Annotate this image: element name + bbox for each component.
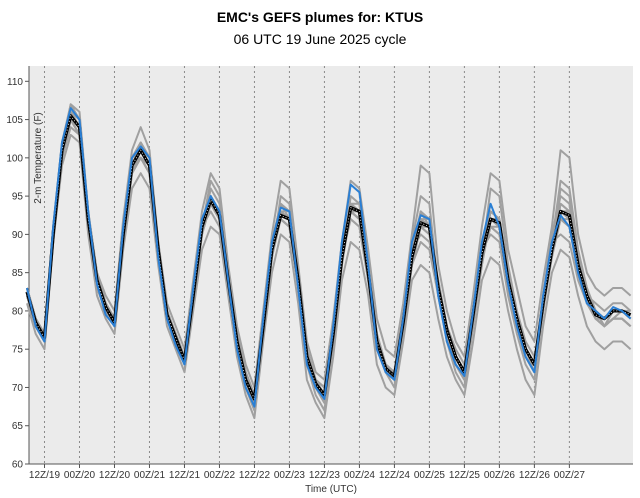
y-tick-label: 60 [12, 460, 24, 471]
x-tick-label: 00Z/27 [554, 470, 586, 481]
vertical-grid [43, 66, 570, 464]
x-tick-label: 12Z/20 [99, 470, 131, 481]
x-tick-label: 00Z/24 [344, 470, 376, 481]
x-tick-label: 12Z/24 [379, 470, 411, 481]
y-tick-label: 100 [6, 153, 23, 164]
y-tick-label: 85 [12, 268, 24, 279]
x-axis-label: Time (UTC) [305, 484, 357, 495]
y-tick-label: 110 [7, 77, 23, 88]
y-tick-label: 90 [12, 230, 24, 241]
x-tick-label: 12Z/19 [29, 470, 61, 481]
plot-background [29, 66, 633, 464]
x-tick-label: 12Z/22 [239, 470, 271, 481]
chart-subtitle: 06 UTC 19 June 2025 cycle [233, 31, 407, 47]
x-tick-label: 12Z/26 [519, 470, 551, 481]
x-tick-label: 00Z/21 [134, 470, 166, 481]
x-tick-label: 00Z/22 [204, 470, 236, 481]
x-tick-label: 00Z/26 [484, 470, 516, 481]
x-tick-label: 00Z/20 [64, 470, 96, 481]
x-tick-label: 12Z/21 [169, 470, 201, 481]
x-tick-label: 12Z/25 [449, 470, 481, 481]
y-tick-label: 95 [12, 192, 24, 203]
y-tick-label: 65 [12, 421, 24, 432]
x-tick-label: 00Z/23 [274, 470, 306, 481]
x-tick-label: 12Z/23 [309, 470, 341, 481]
control-line [26, 107, 632, 408]
y-tick-label: 70 [12, 383, 24, 394]
y-axis: 60 65 70 75 80 85 90 95 100 105 110 [6, 66, 30, 471]
y-tick-label: 105 [6, 115, 23, 126]
y-tick-label: 80 [12, 306, 24, 317]
y-tick-label: 75 [12, 345, 24, 356]
x-tick-label: 00Z/25 [414, 470, 446, 481]
x-axis: 12Z/19 00Z/20 12Z/20 00Z/21 12Z/21 00Z/22 12Z/… [29, 463, 633, 481]
y-axis-label: 2-m Temperature (F) [33, 112, 44, 204]
member-line [26, 133, 632, 420]
chart-title: EMC's GEFS plumes for: KTUS [216, 9, 424, 25]
highlight-series [25, 107, 632, 408]
